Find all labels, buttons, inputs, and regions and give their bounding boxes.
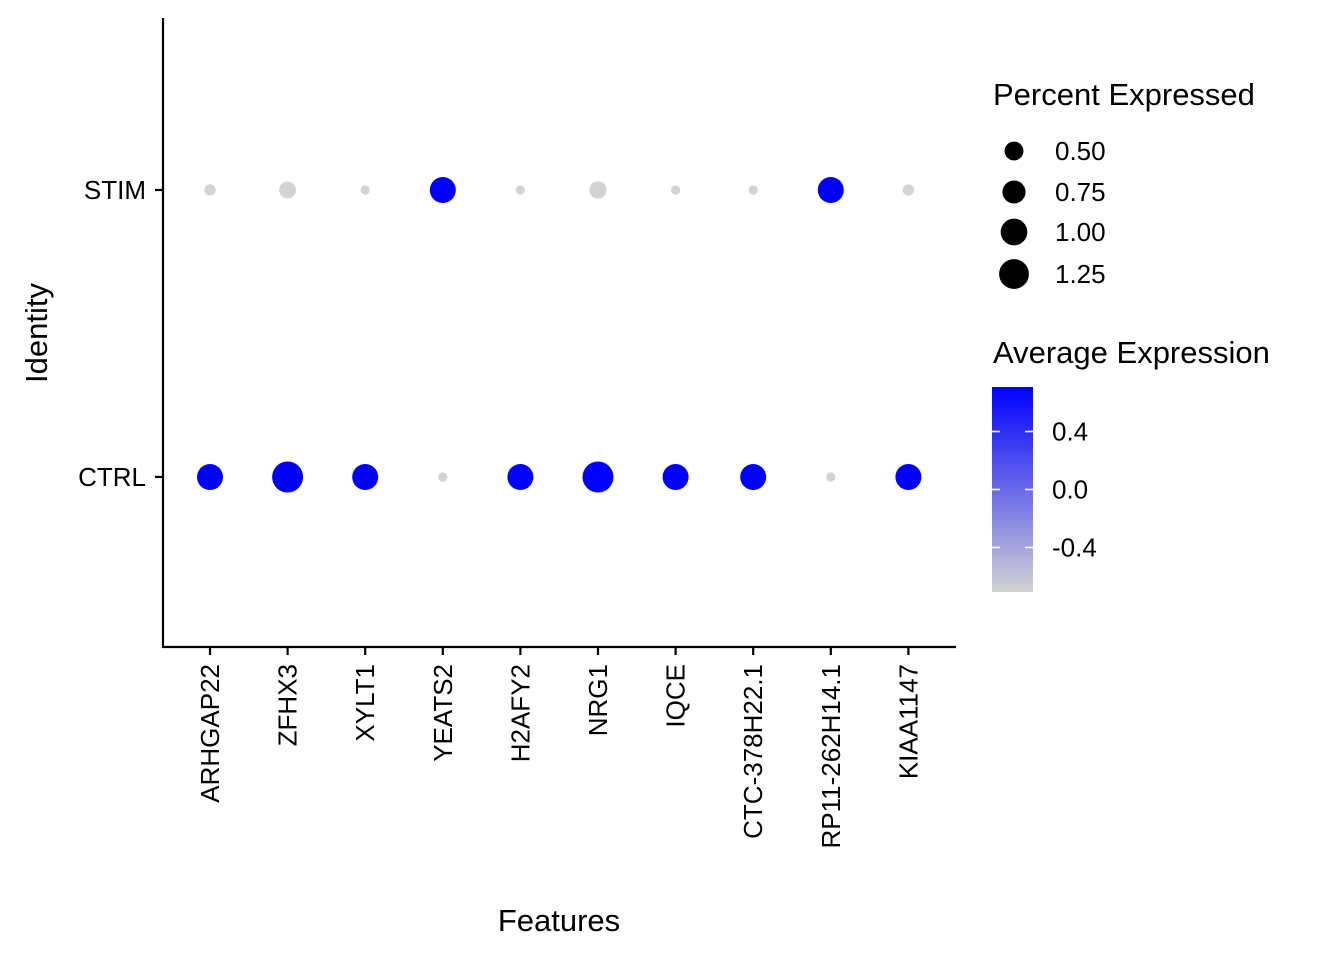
dot-ctrl-rp11-262h14.1 xyxy=(826,472,836,482)
size-legend-key xyxy=(1004,141,1024,161)
dot-ctrl-kiaa1147 xyxy=(895,463,922,491)
x-tick-label-ctc-378h22.1: CTC-378H22.1 xyxy=(738,664,768,839)
dot-stim-nrg1 xyxy=(589,181,607,199)
x-tick-label-arhgap22: ARHGAP22 xyxy=(195,664,225,803)
dot-ctrl-ctc-378h22.1 xyxy=(740,463,767,491)
size-legend-key xyxy=(1000,218,1028,246)
x-tick-label-rp11-262h14.1: RP11-262H14.1 xyxy=(816,664,846,849)
dot-stim-h2afy2 xyxy=(515,185,526,195)
x-axis-ticks: ARHGAP22 ZFHX3 XYLT1 YEATS2 H2AFY2 NRG1 IQCE CT… xyxy=(195,647,923,849)
dot-stim-ctc-378h22.1 xyxy=(748,185,758,195)
color-legend-ticks: 0.4 0.0 -0.4 xyxy=(992,417,1097,562)
dot-ctrl-h2afy2 xyxy=(507,463,534,491)
dot-ctrl-yeats2 xyxy=(438,472,448,482)
x-tick-label-iqce: IQCE xyxy=(661,664,691,728)
y-axis-ticks: STIM CTRL xyxy=(78,175,163,492)
points-layer xyxy=(196,176,922,493)
dot-stim-kiaa1147 xyxy=(902,184,915,196)
size-legend-items: 0.50 0.75 1.00 1.25 xyxy=(999,136,1106,289)
color-legend-label: 0.0 xyxy=(1052,475,1088,505)
dot-ctrl-xylt1 xyxy=(352,463,379,491)
size-legend-label: 0.50 xyxy=(1055,136,1106,166)
y-tick-label-ctrl: CTRL xyxy=(78,462,146,492)
size-legend-label: 1.00 xyxy=(1055,217,1106,247)
dot-stim-xylt1 xyxy=(360,185,370,195)
dot-ctrl-zfhx3 xyxy=(272,461,304,493)
dot-ctrl-iqce xyxy=(662,463,689,491)
color-legend-title: Average Expression xyxy=(993,335,1270,370)
y-tick-label-stim: STIM xyxy=(84,175,146,205)
size-legend-title: Percent Expressed xyxy=(993,77,1255,112)
dot-stim-iqce xyxy=(670,185,681,195)
color-legend: Average Expression 0.4 0.0 -0.4 xyxy=(992,335,1270,592)
x-axis-title: Features xyxy=(498,903,620,938)
y-axis-title: Identity xyxy=(19,283,54,383)
dot-stim-arhgap22 xyxy=(204,184,216,196)
x-tick-label-kiaa1147: KIAA1147 xyxy=(893,664,923,779)
x-tick-label-xylt1: XYLT1 xyxy=(350,664,380,742)
color-legend-label: 0.4 xyxy=(1052,417,1088,447)
x-tick-label-nrg1: NRG1 xyxy=(583,664,613,736)
x-tick-label-zfhx3: ZFHX3 xyxy=(273,664,303,746)
x-tick-label-h2afy2: H2AFY2 xyxy=(505,664,535,762)
size-legend-key xyxy=(1002,180,1026,204)
size-legend-label: 0.75 xyxy=(1055,177,1106,207)
dot-stim-zfhx3 xyxy=(279,181,297,199)
size-legend-label: 1.25 xyxy=(1055,259,1106,289)
dot-stim-rp11-262h14.1 xyxy=(817,176,844,204)
color-legend-label: -0.4 xyxy=(1052,532,1097,562)
dot-ctrl-nrg1 xyxy=(582,461,614,493)
x-tick-label-yeats2: YEATS2 xyxy=(428,664,458,762)
size-legend: Percent Expressed 0.50 0.75 1.00 1.25 xyxy=(993,77,1255,289)
size-legend-key xyxy=(999,259,1029,289)
dot-stim-yeats2 xyxy=(429,176,456,204)
dot-ctrl-arhgap22 xyxy=(196,463,224,491)
